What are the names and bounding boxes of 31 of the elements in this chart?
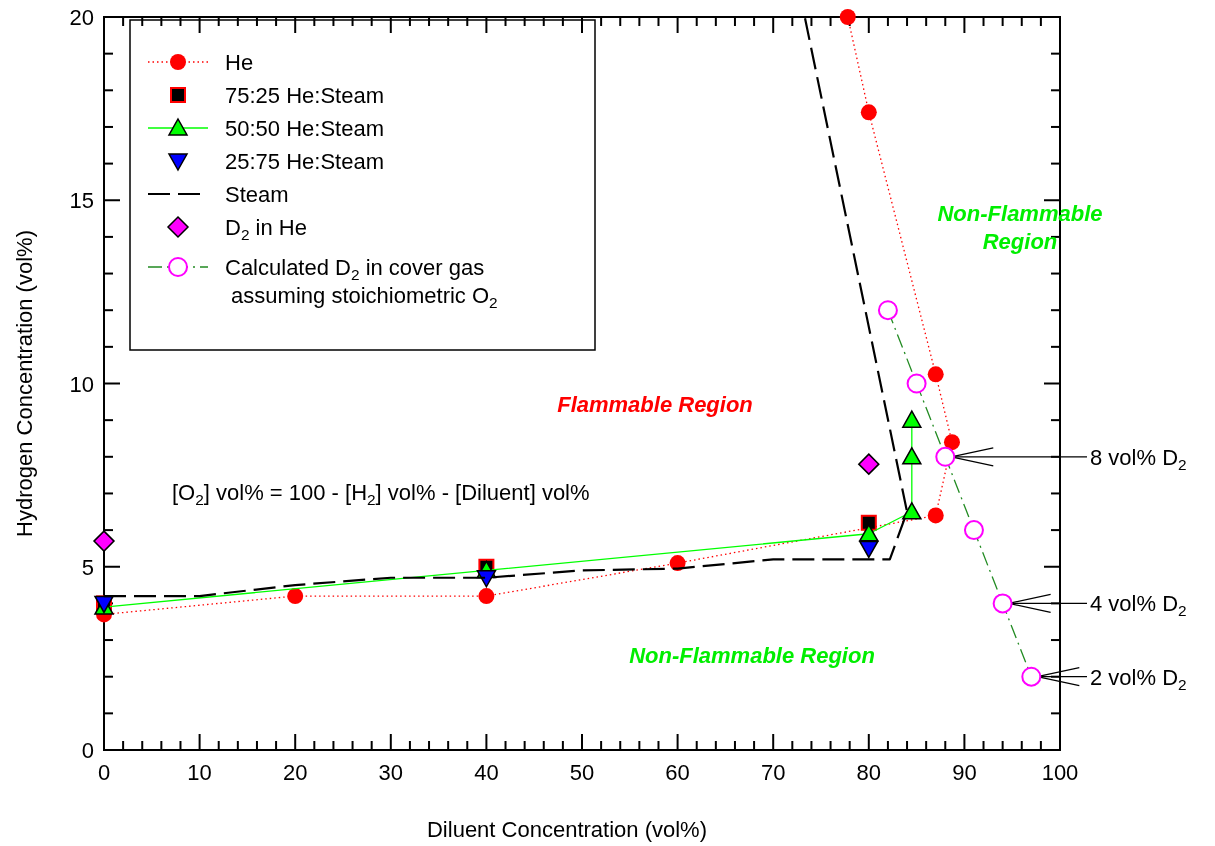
annotation: [O$_{2}$] vol% = 100 - [H$_{2}$] vol% - [Diluent] vol% xyxy=(172,480,590,508)
x-tick-label: 90 xyxy=(952,760,977,785)
x-tick-label: 50 xyxy=(569,760,595,785)
x-axis-title: Diluent Concentration (vol%) xyxy=(426,817,708,842)
legend-label: Calculated D$_{2}$ in cover gas assuming stoichiometric O$_{2}$ xyxy=(225,255,498,310)
legend-label: 25:75 He:Steam xyxy=(225,149,384,174)
legend-label: 50:50 He:Steam xyxy=(225,116,384,141)
x-tick-label: 70 xyxy=(760,760,786,785)
y-tick-label: 15 xyxy=(69,188,94,214)
y-axis-title: Hydrogen Concentration (vol%) xyxy=(12,230,37,537)
x-tick-label: 100 xyxy=(1041,760,1079,785)
y-tick-label: 5 xyxy=(81,554,94,580)
x-tick-label: 60 xyxy=(665,760,690,785)
y-tick-label: 10 xyxy=(69,371,94,397)
annotation: Non-Flammable Region xyxy=(629,643,875,668)
annotation: 4 vol% D$_{2}$ xyxy=(1090,591,1187,619)
annotation: Flammable Region xyxy=(557,392,753,417)
legend-label: 75:25 He:Steam xyxy=(225,83,384,108)
x-tick-label: 80 xyxy=(856,760,882,785)
annotation: 2 vol% D$_{2}$ xyxy=(1090,664,1187,693)
legend-label: D$_{2}$ in He xyxy=(225,215,307,243)
x-tick-label: 20 xyxy=(282,760,308,785)
x-tick-label: 30 xyxy=(378,760,404,785)
x-tick-label: 0 xyxy=(97,760,111,785)
y-tick-label: 0 xyxy=(81,738,94,763)
legend-label: Steam xyxy=(225,182,289,207)
x-tick-label: 10 xyxy=(187,760,212,785)
legend-label: He xyxy=(225,50,254,75)
x-tick-label: 40 xyxy=(474,760,499,785)
annotation: 8 vol% D$_{2}$ xyxy=(1090,444,1187,473)
y-tick-label: 20 xyxy=(69,5,94,30)
